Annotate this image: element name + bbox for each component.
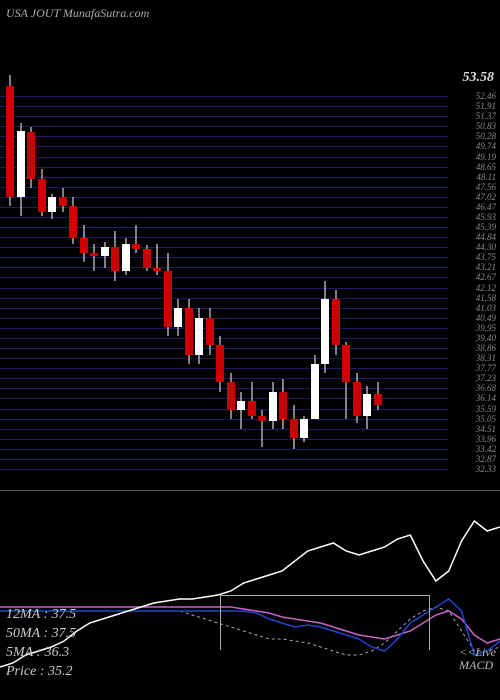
ma50-readout: 50MA : 37.5	[6, 625, 76, 644]
price-readout: Price : 35.2	[6, 663, 76, 682]
ma5-readout: 5MA : 36.3	[6, 644, 76, 663]
live-label: <<Live	[459, 645, 496, 659]
chart-title: USA JOUT MunafaSutra.com	[6, 6, 149, 21]
macd-text-label: MACD	[459, 658, 493, 672]
ticker-label: USA JOUT	[6, 6, 60, 20]
source-label: MunafaSutra.com	[63, 6, 149, 20]
ma12-readout: 12MA : 37.5	[6, 606, 76, 625]
macd-label: <<Live MACD	[459, 646, 496, 672]
indicator-info: 12MA : 37.5 50MA : 37.5 5MA : 36.3 Price…	[6, 606, 76, 682]
candlesticks	[0, 75, 500, 475]
price-chart: 53.5852.4651.9151.3750.8350.2849.7449.19…	[0, 75, 500, 475]
macd-panel: <<Live MACD 12MA : 37.5 50MA : 37.5 5MA …	[0, 490, 500, 690]
macd-inset-box	[220, 595, 430, 650]
